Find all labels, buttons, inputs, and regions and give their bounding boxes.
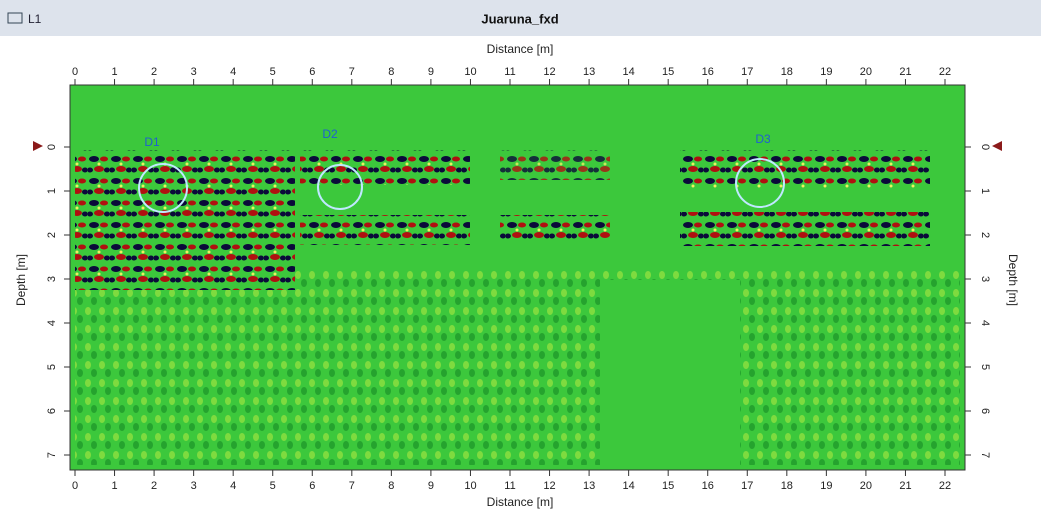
- y-tick-label: 0: [46, 144, 58, 150]
- x-tick-label: 16: [702, 480, 714, 492]
- x-tick-label: 3: [191, 480, 197, 492]
- x-tick-label: 17: [741, 480, 753, 492]
- x-tick-label: 18: [781, 480, 793, 492]
- x-tick-label: 22: [939, 66, 951, 78]
- texture: [75, 270, 960, 465]
- x-axis-label-bottom: Distance [m]: [487, 495, 554, 509]
- texture: [680, 150, 930, 188]
- x-tick-label: 4: [230, 66, 236, 78]
- x-tick-label: 6: [309, 480, 315, 492]
- y-tick-label: 3: [979, 276, 991, 282]
- annotation: D2: [322, 127, 338, 141]
- texture: [600, 280, 740, 465]
- y-tick-label: 1: [979, 188, 991, 194]
- x-tick-label: 0: [72, 480, 78, 492]
- x-tick-label: 16: [702, 66, 714, 78]
- texture: [300, 150, 470, 185]
- x-tick-label: 15: [662, 480, 674, 492]
- x-tick-label: 15: [662, 66, 674, 78]
- y-tick-label: 2: [46, 232, 58, 238]
- y-tick-label: 7: [46, 452, 58, 458]
- x-tick-label: 21: [899, 66, 911, 78]
- x-tick-label: 22: [939, 480, 951, 492]
- annotation: D1: [144, 135, 160, 149]
- x-tick-label: 20: [860, 480, 872, 492]
- x-tick-label: 0: [72, 66, 78, 78]
- marker: [992, 141, 1002, 151]
- radargram-window: L1 Juaruna_fxd Distance [m] Distance [m]…: [0, 0, 1041, 510]
- tab-label: L1: [28, 12, 42, 26]
- x-tick-label: 5: [270, 480, 276, 492]
- x-tick-label: 3: [191, 66, 197, 78]
- y-tick-label: 7: [979, 452, 991, 458]
- x-tick-label: 12: [543, 480, 555, 492]
- texture: [500, 150, 610, 180]
- x-tick-label: 11: [504, 66, 515, 78]
- y-tick-label: 0: [979, 144, 991, 150]
- x-tick-label: 7: [349, 480, 355, 492]
- y-tick-label: 6: [979, 408, 991, 414]
- y-axis-label-left: Depth [m]: [14, 254, 28, 306]
- x-tick-label: 14: [623, 66, 635, 78]
- texture: [500, 215, 610, 243]
- x-tick-label: 13: [583, 480, 595, 492]
- x-tick-label: 12: [543, 66, 555, 78]
- y-tick-label: 1: [46, 188, 58, 194]
- x-tick-label: 6: [309, 66, 315, 78]
- x-tick-label: 1: [111, 480, 117, 492]
- y-axis-label-right: Depth [m]: [1006, 254, 1020, 306]
- x-tick-label: 13: [583, 66, 595, 78]
- texture: [680, 212, 930, 246]
- x-tick-label: 10: [464, 66, 476, 78]
- annotation: D3: [755, 132, 771, 146]
- y-tick-label: 2: [979, 232, 991, 238]
- texture: [75, 150, 295, 290]
- x-tick-label: 7: [349, 66, 355, 78]
- y-tick-label: 3: [46, 276, 58, 282]
- x-tick-label: 18: [781, 66, 793, 78]
- x-tick-label: 2: [151, 480, 157, 492]
- x-tick-label: 19: [820, 66, 832, 78]
- x-tick-label: 17: [741, 66, 753, 78]
- y-tick-label: 5: [979, 364, 991, 370]
- x-tick-label: 10: [464, 480, 476, 492]
- x-tick-label: 20: [860, 66, 872, 78]
- x-tick-label: 8: [388, 480, 394, 492]
- x-tick-label: 5: [270, 66, 276, 78]
- y-tick-label: 5: [46, 364, 58, 370]
- page: {"window": {"tab": "L1", "title": "Juaru…: [0, 0, 1041, 510]
- x-tick-label: 14: [623, 480, 635, 492]
- y-tick-label: 6: [46, 408, 58, 414]
- x-tick-label: 19: [820, 480, 832, 492]
- window-title: Juaruna_fxd: [481, 11, 558, 26]
- x-tick-label: 2: [151, 66, 157, 78]
- x-tick-label: 11: [504, 480, 515, 492]
- x-axis-label-top: Distance [m]: [487, 42, 554, 56]
- x-tick-label: 21: [899, 480, 911, 492]
- x-tick-label: 9: [428, 66, 434, 78]
- y-tick-label: 4: [46, 320, 58, 326]
- x-tick-label: 1: [111, 66, 117, 78]
- y-tick-label: 4: [979, 320, 991, 326]
- x-tick-label: 4: [230, 480, 236, 492]
- marker: [33, 141, 43, 151]
- x-tick-label: 8: [388, 66, 394, 78]
- x-tick-label: 9: [428, 480, 434, 492]
- texture: [300, 215, 470, 245]
